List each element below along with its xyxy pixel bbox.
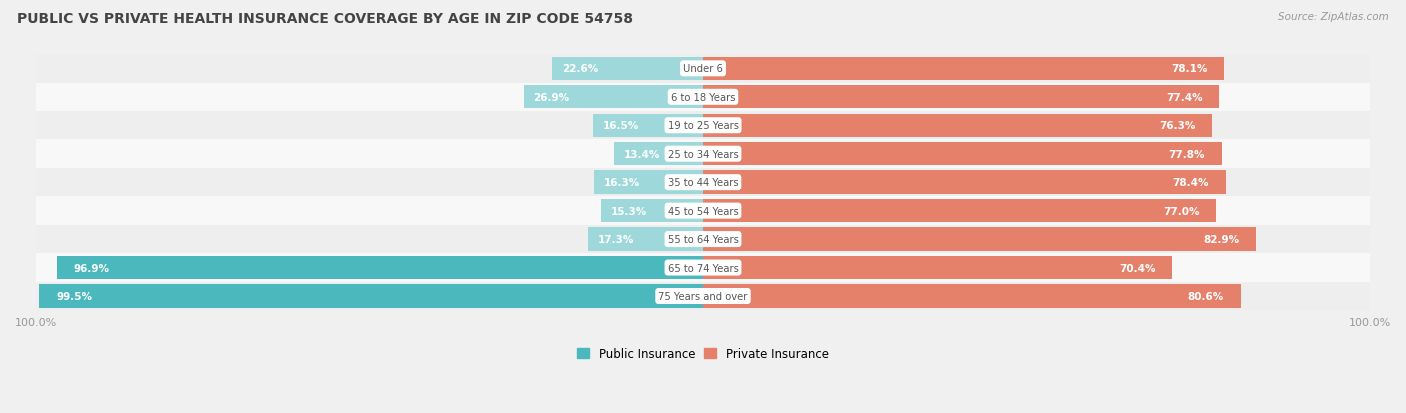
Bar <box>703 143 1222 166</box>
Text: 16.3%: 16.3% <box>605 178 641 188</box>
Bar <box>37 112 1369 140</box>
Text: 6 to 18 Years: 6 to 18 Years <box>671 93 735 102</box>
Bar <box>703 199 1216 223</box>
Text: 77.8%: 77.8% <box>1168 150 1205 159</box>
Bar <box>703 228 1256 251</box>
Text: 75 Years and over: 75 Years and over <box>658 291 748 301</box>
Bar <box>703 86 1219 109</box>
Text: 17.3%: 17.3% <box>598 235 634 244</box>
Bar <box>37 254 1369 282</box>
Bar <box>613 143 703 166</box>
Legend: Public Insurance, Private Insurance: Public Insurance, Private Insurance <box>572 342 834 365</box>
Text: Under 6: Under 6 <box>683 64 723 74</box>
Bar <box>595 171 703 195</box>
Bar <box>37 55 1369 83</box>
Text: 13.4%: 13.4% <box>624 150 659 159</box>
Text: 22.6%: 22.6% <box>562 64 599 74</box>
Text: 82.9%: 82.9% <box>1204 235 1239 244</box>
Text: 55 to 64 Years: 55 to 64 Years <box>668 235 738 244</box>
Text: 15.3%: 15.3% <box>612 206 647 216</box>
Text: 80.6%: 80.6% <box>1188 291 1223 301</box>
Bar <box>37 83 1369 112</box>
Bar <box>703 285 1240 308</box>
Bar <box>37 169 1369 197</box>
Bar <box>37 197 1369 225</box>
Bar <box>588 228 703 251</box>
Text: Source: ZipAtlas.com: Source: ZipAtlas.com <box>1278 12 1389 22</box>
Bar <box>703 57 1223 81</box>
Bar <box>703 256 1173 280</box>
Text: PUBLIC VS PRIVATE HEALTH INSURANCE COVERAGE BY AGE IN ZIP CODE 54758: PUBLIC VS PRIVATE HEALTH INSURANCE COVER… <box>17 12 633 26</box>
Bar <box>553 57 703 81</box>
Text: 35 to 44 Years: 35 to 44 Years <box>668 178 738 188</box>
Text: 19 to 25 Years: 19 to 25 Years <box>668 121 738 131</box>
Text: 16.5%: 16.5% <box>603 121 640 131</box>
Text: 45 to 54 Years: 45 to 54 Years <box>668 206 738 216</box>
Text: 76.3%: 76.3% <box>1159 121 1195 131</box>
Text: 70.4%: 70.4% <box>1119 263 1156 273</box>
Bar <box>56 256 703 280</box>
Text: 65 to 74 Years: 65 to 74 Years <box>668 263 738 273</box>
Text: 78.1%: 78.1% <box>1171 64 1208 74</box>
Text: 99.5%: 99.5% <box>56 291 93 301</box>
Text: 78.4%: 78.4% <box>1173 178 1209 188</box>
Text: 77.4%: 77.4% <box>1166 93 1202 102</box>
Bar <box>703 171 1226 195</box>
Bar <box>593 114 703 138</box>
Bar <box>37 140 1369 169</box>
Text: 96.9%: 96.9% <box>73 263 110 273</box>
Text: 77.0%: 77.0% <box>1163 206 1199 216</box>
Bar <box>523 86 703 109</box>
Bar <box>600 199 703 223</box>
Text: 25 to 34 Years: 25 to 34 Years <box>668 150 738 159</box>
Text: 26.9%: 26.9% <box>534 93 569 102</box>
Bar <box>703 114 1212 138</box>
Bar <box>39 285 703 308</box>
Bar <box>37 282 1369 311</box>
Bar <box>37 225 1369 254</box>
